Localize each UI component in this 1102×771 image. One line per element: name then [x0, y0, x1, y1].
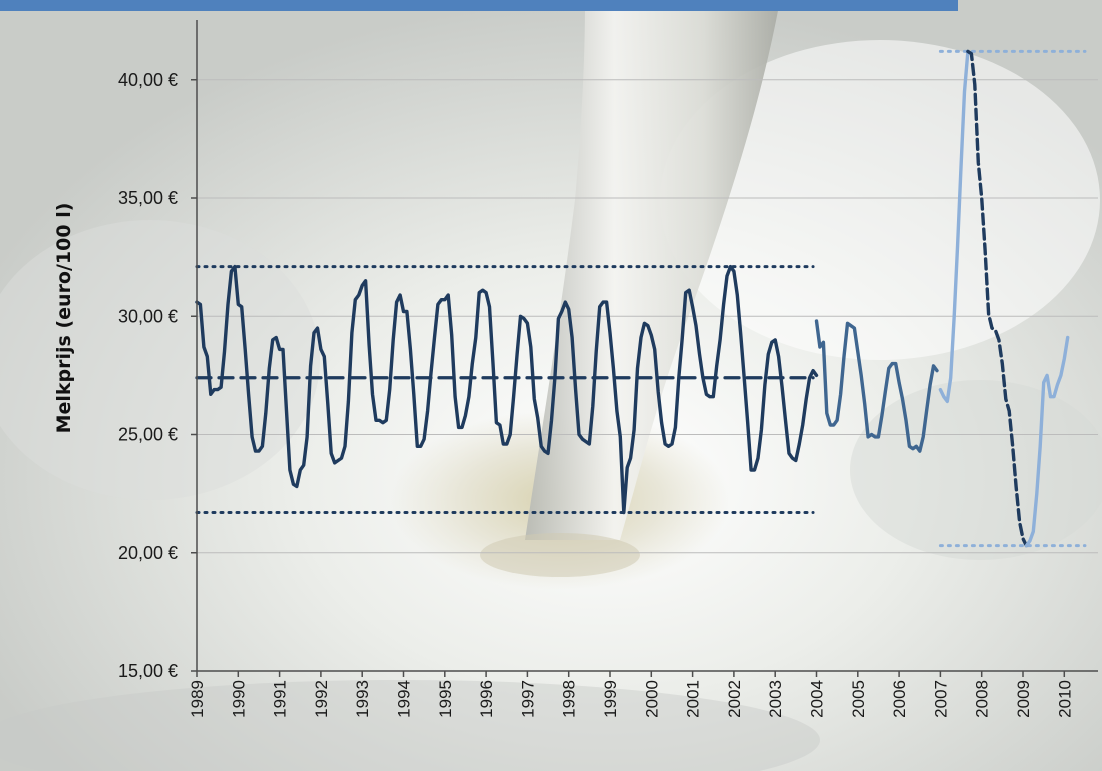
y-tick-label: 40,00 €	[118, 70, 178, 90]
y-tick-label: 20,00 €	[118, 543, 178, 563]
series-line-3	[966, 49, 1029, 548]
y-tick-label: 25,00 €	[118, 425, 178, 445]
series-line-4	[1024, 335, 1070, 548]
x-tick-label: 2006	[890, 680, 909, 718]
x-tick-label: 2009	[1014, 680, 1033, 718]
series-line-0	[195, 264, 819, 515]
series-line-2	[938, 49, 970, 404]
x-tick-label: 2003	[766, 680, 785, 718]
axes	[191, 20, 1098, 677]
x-tick-label: 2008	[973, 680, 992, 718]
x-tick-labels: 1989 1990 1991 1992 1993 1994 1995 1996 1997 1998…	[188, 680, 1074, 718]
series-line-1	[814, 319, 939, 453]
reference-lines	[195, 49, 1087, 548]
gridlines	[197, 79, 1098, 554]
x-tick-label: 1996	[477, 680, 496, 718]
y-axis-label: Melkprijs (euro/100 l)	[53, 203, 75, 434]
x-tick-label: 1992	[312, 680, 331, 718]
series-lines	[195, 49, 1070, 548]
x-tick-label: 2005	[849, 680, 868, 718]
x-tick-label: 1999	[601, 680, 620, 718]
y-tick-label: 30,00 €	[118, 306, 178, 326]
x-tick-label: 2002	[725, 680, 744, 718]
x-tick-label: 1993	[353, 680, 372, 718]
y-tick-labels: 15,00 € 20,00 € 25,00 € 30,00 € 35,00 € 40,00…	[118, 70, 178, 681]
x-tick-label: 1991	[271, 680, 290, 718]
x-tick-label: 2000	[642, 680, 661, 718]
y-tick-label: 15,00 €	[118, 661, 178, 681]
x-tick-label: 1997	[518, 680, 537, 718]
x-tick-label: 1998	[560, 680, 579, 718]
header-banner	[0, 0, 958, 11]
x-tick-label: 2007	[931, 680, 950, 718]
x-tick-label: 2004	[808, 680, 827, 718]
x-tick-label: 1995	[436, 680, 455, 718]
y-tick-label: 35,00 €	[118, 188, 178, 208]
x-tick-label: 2001	[684, 680, 703, 718]
x-tick-label: 1994	[395, 680, 414, 718]
x-tick-label: 2010	[1055, 680, 1074, 718]
x-tick-label: 1989	[188, 680, 207, 718]
x-tick-label: 1990	[229, 680, 248, 718]
